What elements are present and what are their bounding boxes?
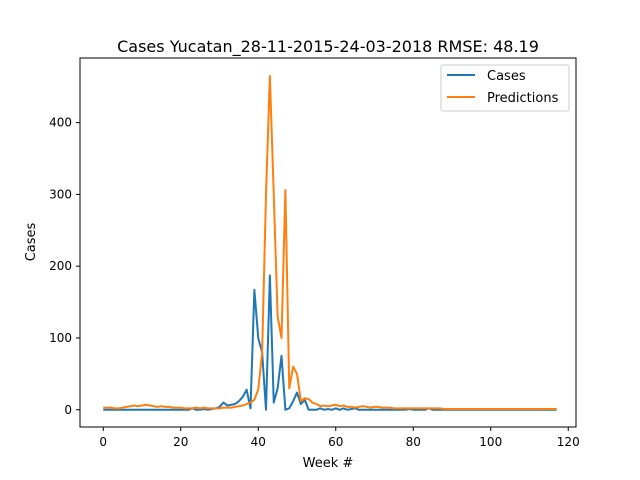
x-tick-label: 20 (173, 435, 188, 449)
y-tick-label: 200 (49, 259, 72, 273)
x-tick-label: 100 (479, 435, 502, 449)
x-tick-label: 0 (99, 435, 107, 449)
y-tick-label: 0 (64, 403, 72, 417)
plot-frame (79, 57, 577, 428)
plot-area (80, 58, 576, 427)
y-axis-label: Cases (24, 222, 39, 261)
x-axis-ticks: 0 20 40 60 80 100 120 (99, 427, 580, 449)
x-tick-label: 120 (557, 435, 580, 449)
x-tick-label: 40 (251, 435, 266, 449)
y-tick-label: 300 (49, 187, 72, 201)
y-tick-label: 400 (49, 116, 72, 130)
legend: Cases Predictions (440, 64, 570, 112)
y-axis-ticks: 0 100 200 300 400 (49, 116, 80, 417)
series-layer (103, 74, 557, 411)
x-tick-label: 80 (406, 435, 421, 449)
y-tick-label: 100 (49, 331, 72, 345)
legend-frame (440, 64, 570, 112)
legend-label-cases: Cases (487, 69, 526, 84)
series-line-predictions (103, 74, 557, 411)
chart-title: Cases Yucatan_28-11-2015-24-03-2018 RMSE… (117, 37, 539, 57)
x-tick-label: 60 (328, 435, 343, 449)
x-axis-label: Week # (303, 456, 354, 471)
legend-label-predictions: Predictions (487, 91, 559, 106)
